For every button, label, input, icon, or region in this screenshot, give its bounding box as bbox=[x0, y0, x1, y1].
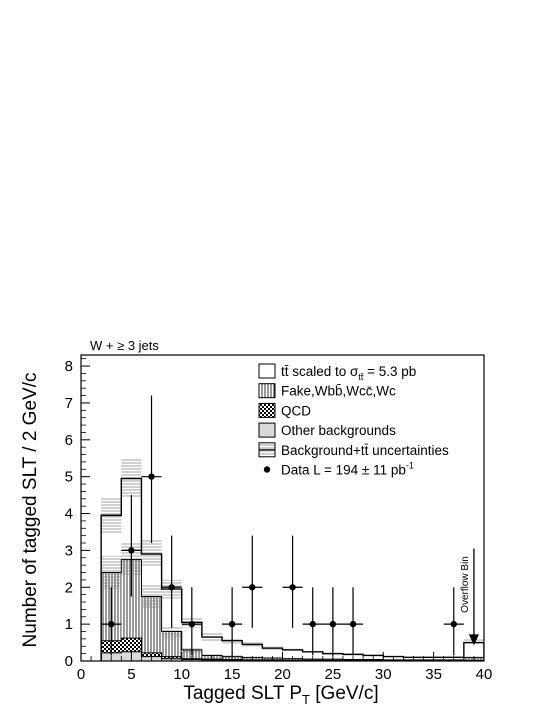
chart-title-text: W + ≥ 3 jets bbox=[90, 338, 159, 353]
x-tick-label-1: 5 bbox=[127, 666, 135, 683]
data-point-11 bbox=[450, 620, 457, 628]
data-point-2 bbox=[148, 473, 155, 480]
x-tick-label-3: 15 bbox=[224, 666, 241, 683]
x-axis-label-text: Tagged SLT PT [GeV/c] bbox=[183, 683, 378, 707]
data-point-3 bbox=[168, 584, 175, 591]
x-tick-label-4: 20 bbox=[274, 666, 291, 683]
overflow-label-0: Overflow Bin bbox=[460, 556, 471, 613]
legend-label-0: tt̄ scaled to σtt̄ = 5.3 pb bbox=[281, 364, 416, 382]
y-tick-label-4: 4 bbox=[65, 506, 73, 523]
axes: 0 5 10 15 20 25 30 35 40 0 1 2 3 4 5 6 7 8 bbox=[65, 354, 493, 683]
y-axis-label-text: Number of tagged SLT / 2 GeV/c bbox=[20, 373, 41, 648]
legend: tt̄ scaled to σtt̄ = 5.3 pb Fake,Wbb̄,Wcc… bbox=[258, 363, 449, 478]
legend-label-main-4: Background+tt̄ uncertainties bbox=[281, 443, 449, 458]
x-tick-label-2: 10 bbox=[173, 666, 190, 683]
legend-label-5: Data L = 194 ± 11 pb-1 bbox=[281, 461, 414, 478]
overflow-arrow-head-0 bbox=[468, 634, 479, 646]
y-tick-label-1: 1 bbox=[65, 616, 73, 633]
legend-label-main-0: tt̄ scaled to σ bbox=[281, 364, 359, 379]
x-tick-label-7: 35 bbox=[425, 666, 442, 683]
y-tick-label-8: 8 bbox=[65, 358, 73, 375]
chart-title: W + ≥ 3 jets bbox=[90, 338, 159, 353]
y-axis-label: Number of tagged SLT / 2 GeV/c bbox=[20, 373, 41, 648]
x-axis-label-sub: T bbox=[302, 692, 310, 707]
x-axis-label-main: Tagged SLT P bbox=[183, 683, 302, 704]
data-point-0 bbox=[108, 620, 115, 628]
x-tick-label-5: 25 bbox=[325, 666, 342, 683]
legend-label-main-1: Fake,Wbb̄,Wcc̄,Wc bbox=[281, 384, 396, 399]
y-tick-label-2: 2 bbox=[65, 579, 73, 596]
data-point-8 bbox=[309, 620, 316, 628]
y-tick-label-3: 3 bbox=[65, 542, 73, 559]
legend-label-3: Other backgrounds bbox=[281, 423, 396, 438]
x-axis-label: Tagged SLT PT [GeV/c] bbox=[183, 683, 378, 707]
data-point-9 bbox=[329, 620, 337, 628]
legend-label-main-5: Data L = 194 ± 11 pb bbox=[281, 463, 406, 478]
x-tick-label-0: 0 bbox=[77, 666, 85, 683]
legend-label-main-2: QCD bbox=[281, 403, 311, 418]
legend-swatch-2 bbox=[258, 402, 276, 418]
hist-bar-vertical-hatch-3 bbox=[161, 631, 182, 661]
x-tick-label-6: 30 bbox=[375, 666, 392, 683]
legend-label-2: QCD bbox=[281, 403, 311, 418]
x-axis-label-rest: [GeV/c] bbox=[310, 683, 379, 704]
legend-swatch-1 bbox=[258, 383, 276, 399]
legend-label-4: Background+tt̄ uncertainties bbox=[281, 443, 449, 458]
legend-swatch-0 bbox=[258, 363, 276, 379]
legend-swatch-3 bbox=[258, 422, 276, 438]
plot-area bbox=[100, 395, 484, 661]
data-point-7 bbox=[289, 584, 296, 591]
legend-label-1: Fake,Wbb̄,Wcc̄,Wc bbox=[281, 384, 396, 399]
legend-label-rest-0: = 5.3 pb bbox=[363, 364, 416, 379]
data-point-1 bbox=[128, 547, 135, 554]
legend-label-main-3: Other backgrounds bbox=[281, 423, 396, 438]
hist-bar-vertical-hatch-2 bbox=[141, 596, 162, 661]
hist-bar-vertical-hatch-1 bbox=[121, 559, 142, 661]
y-tick-label-5: 5 bbox=[65, 469, 73, 486]
uncertainty-band-total-2 bbox=[141, 539, 162, 567]
uncertainty-band-total-1 bbox=[121, 458, 142, 497]
data-point-4 bbox=[188, 620, 196, 628]
y-tick-label-7: 7 bbox=[65, 395, 73, 412]
legend-label-sub-0: tt̄ bbox=[358, 372, 364, 382]
hist-bar-total-outline-9 bbox=[282, 649, 303, 661]
data-point-10 bbox=[349, 620, 357, 628]
legend-marker-5 bbox=[263, 466, 271, 473]
y-tick-label-6: 6 bbox=[65, 432, 73, 449]
y-tick-label-0: 0 bbox=[65, 653, 73, 670]
data-point-5 bbox=[228, 620, 236, 628]
annotations: Overflow Bin bbox=[460, 548, 479, 646]
legend-label-sup-5: -1 bbox=[406, 461, 414, 471]
x-tick-label-8: 40 bbox=[476, 666, 493, 683]
data-point-6 bbox=[249, 584, 256, 591]
